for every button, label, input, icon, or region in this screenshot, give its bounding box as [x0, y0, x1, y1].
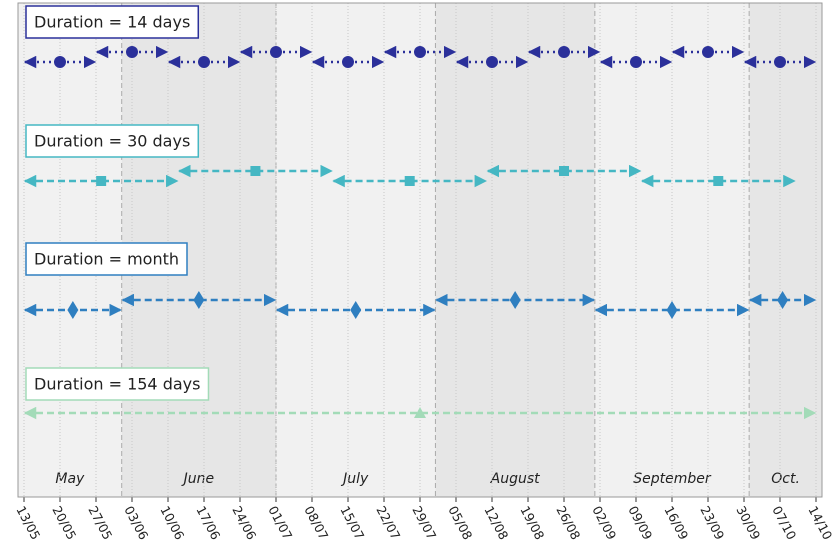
x-tick-label: 12/08	[481, 503, 511, 542]
x-tick-label: 19/08	[517, 503, 547, 542]
marker	[774, 56, 786, 68]
x-tick-label: 15/07	[337, 503, 367, 542]
x-tick-label: 09/09	[625, 503, 655, 542]
marker	[126, 46, 138, 58]
month-band	[435, 3, 595, 497]
series-label: Duration = 30 days	[25, 124, 200, 158]
marker	[486, 56, 498, 68]
month-label: May	[55, 471, 85, 487]
marker	[350, 301, 362, 319]
month-label: June	[181, 471, 215, 487]
marker	[414, 46, 426, 58]
marker	[559, 166, 569, 176]
marker	[67, 301, 79, 319]
month-band	[276, 3, 436, 497]
x-tick-label: 10/06	[157, 503, 187, 542]
x-tick-label: 20/05	[49, 503, 79, 542]
x-tick-label: 16/09	[661, 503, 691, 542]
marker	[702, 46, 714, 58]
series-label: Duration = 154 days	[25, 367, 210, 401]
x-tick-label: 13/05	[13, 503, 43, 542]
month-label: Oct.	[771, 471, 800, 487]
marker	[404, 176, 415, 186]
x-tick-label: 30/09	[733, 503, 763, 542]
plot-frame	[17, 2, 823, 498]
x-tick-label: 22/07	[373, 503, 403, 542]
marker	[713, 176, 724, 186]
series-label-box	[25, 124, 200, 158]
x-tick-label: 27/05	[85, 503, 115, 542]
x-tick-label: 26/08	[553, 503, 583, 542]
x-tick-label: 17/06	[193, 503, 223, 542]
month-band	[749, 3, 822, 497]
x-tick-label: 23/09	[697, 503, 727, 542]
series-name: Duration = 30 days	[34, 132, 190, 151]
marker	[509, 291, 521, 309]
marker	[54, 56, 66, 68]
month-label: July	[340, 471, 369, 487]
series-label: Duration = month	[25, 242, 188, 276]
marker	[558, 46, 570, 58]
marker	[342, 56, 354, 68]
series-name: Duration = 14 days	[34, 13, 190, 32]
month-label: August	[490, 471, 541, 487]
marker	[250, 166, 261, 176]
series-label-box	[25, 5, 200, 39]
marker	[193, 291, 205, 309]
series-name: Duration = month	[34, 250, 179, 269]
x-tick-label: 05/08	[445, 503, 475, 542]
series-label-box	[25, 367, 210, 401]
x-tick-label: 08/07	[301, 503, 331, 542]
marker	[630, 56, 642, 68]
x-tick-label: 02/09	[589, 503, 619, 542]
x-tick-label: 29/07	[409, 503, 439, 542]
marker	[270, 46, 282, 58]
marker	[666, 301, 678, 319]
series-label: Duration = 14 days	[25, 5, 200, 39]
x-tick-label: 03/06	[121, 503, 151, 542]
x-tick-label: 07/10	[769, 503, 799, 542]
month-label: September	[633, 471, 712, 487]
series-label-box	[25, 242, 188, 276]
marker	[96, 176, 107, 186]
marker	[198, 56, 210, 68]
marker	[777, 291, 789, 309]
x-tick-label: 24/06	[229, 503, 259, 542]
x-tick-label: 14/10	[805, 503, 832, 542]
marker	[414, 407, 426, 418]
x-tick-label: 01/07	[265, 503, 295, 542]
series-name: Duration = 154 days	[34, 375, 200, 394]
